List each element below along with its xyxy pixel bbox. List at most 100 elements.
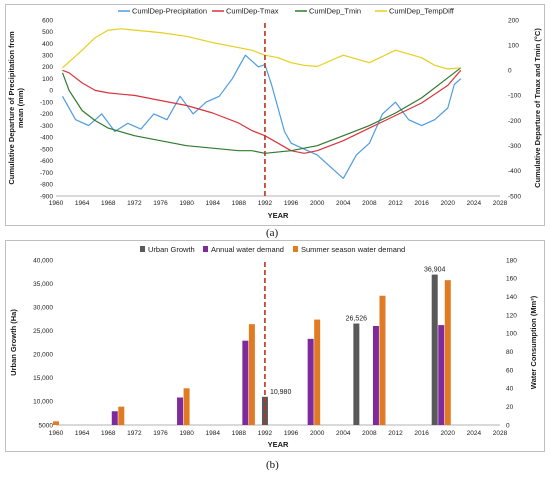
x-tick-label: 1960: [49, 200, 64, 207]
bar-summer-water-demand: [314, 319, 321, 425]
x-tick-label: 1960: [49, 430, 64, 437]
y-tick-label: -800: [40, 182, 53, 189]
y-tick-label: 30,000: [33, 304, 53, 311]
y2-axis-title: Water Consumption (Mm³): [529, 295, 538, 389]
bar-summer-water-demand: [379, 295, 386, 425]
y2-tick-label: 100: [508, 42, 519, 49]
bar-annual-water-demand: [307, 338, 314, 425]
x-tick-label: 1992: [258, 430, 273, 437]
x-tick-label: 1984: [205, 200, 220, 207]
bar-summer-water-demand: [183, 388, 190, 425]
y2-tick-label: 100: [506, 331, 517, 338]
bar-annual-water-demand: [372, 326, 379, 425]
y-tick-label: -200: [40, 111, 53, 118]
y-tick-label: 400: [42, 41, 53, 48]
chart-frame-b: [5, 240, 545, 452]
x-tick-label: 1980: [179, 430, 194, 437]
y-axis-title: Cumulative Departure of Precipitation fr…: [7, 31, 16, 185]
x-tick-label: 2020: [441, 200, 456, 207]
y-tick-label: -700: [40, 170, 53, 177]
x-axis-title: YEAR: [268, 440, 289, 449]
x-tick-label: 2024: [467, 200, 482, 207]
x-tick-label: 1968: [101, 430, 116, 437]
y2-tick-label: -200: [508, 118, 521, 125]
y2-tick-label: 0: [506, 422, 510, 429]
bar-annual-water-demand: [242, 340, 249, 425]
x-tick-label: 1972: [127, 200, 142, 207]
x-tick-label: 2016: [414, 200, 429, 207]
x-tick-label: 1968: [101, 200, 116, 207]
x-tick-label: 2008: [362, 430, 377, 437]
y-tick-label: 100: [42, 76, 53, 83]
caption-a: (a): [266, 227, 279, 239]
x-tick-label: 2000: [310, 200, 325, 207]
y-tick-label: 15,000: [33, 375, 53, 382]
y2-tick-label: 200: [508, 17, 519, 24]
x-tick-label: 1976: [153, 430, 168, 437]
bar-data-label: 26,526: [346, 316, 368, 323]
x-tick-label: 2004: [336, 430, 351, 437]
y-tick-label: 40,000: [33, 257, 53, 264]
y2-tick-label: 140: [506, 294, 517, 301]
y-tick-label: 5000: [39, 422, 54, 429]
y-tick-label: 35,000: [33, 281, 53, 288]
y2-tick-label: -400: [508, 168, 521, 175]
y-tick-label: -300: [40, 123, 53, 130]
y2-tick-label: -300: [508, 143, 521, 150]
legend-label: Summer season water demand: [301, 245, 405, 254]
series-line-precip: [61, 54, 462, 179]
chart-frame-a: [5, 4, 545, 226]
x-tick-label: 1964: [75, 430, 90, 437]
y2-tick-label: 0: [508, 68, 512, 75]
chart-panel-b: Urban Growth Annual water demand Summer se…: [0, 240, 550, 453]
bar-data-label: 36,904: [424, 267, 446, 274]
x-tick-label: 1976: [153, 200, 168, 207]
legend-label: CumlDep_TempDiff: [389, 7, 455, 16]
x-axis-title: YEAR: [268, 211, 289, 220]
x-tick-label: 2004: [336, 200, 351, 207]
legend-label: CumlDep-Precipitation: [132, 7, 207, 16]
y-tick-label: 600: [42, 17, 53, 24]
bar-summer-water-demand: [53, 421, 59, 425]
legend-label: CumlDep_Tmin: [309, 7, 361, 16]
legend-swatch: [293, 246, 298, 252]
x-tick-label: 1996: [284, 430, 299, 437]
chart-a-svg: CumlDep-Precipitation CumlDep-Tmax CumlDep…: [7, 7, 542, 221]
x-tick-label: 1984: [205, 430, 220, 437]
y2-tick-label: -500: [508, 193, 521, 200]
x-tick-label: 1964: [75, 200, 90, 207]
x-tick-label: 1988: [232, 200, 247, 207]
y-axis-title-line2: mean (mm): [16, 87, 25, 128]
x-tick-label: 2008: [362, 200, 377, 207]
x-tick-label: 2000: [310, 430, 325, 437]
bar-urban-growth: [353, 323, 360, 425]
bar-urban-growth: [431, 274, 438, 425]
x-tick-label: 2012: [388, 200, 403, 207]
y-tick-label: 0: [49, 88, 53, 95]
x-tick-label: 2012: [388, 430, 403, 437]
bar-annual-water-demand: [438, 325, 445, 425]
y-tick-label: 20,000: [33, 352, 53, 359]
y-tick-label: 10,000: [33, 399, 53, 406]
y-tick-label: -500: [40, 146, 53, 153]
x-tick-label: 2028: [493, 200, 508, 207]
y2-tick-label: 60: [506, 367, 514, 374]
bar-annual-water-demand: [177, 397, 184, 425]
y-tick-label: 200: [42, 64, 53, 71]
y-axis-title: Urban Growth (Ha): [9, 309, 18, 376]
x-tick-label: 1972: [127, 430, 142, 437]
x-tick-label: 2024: [467, 430, 482, 437]
chart-b-svg: Urban Growth Annual water demand Summer se…: [9, 245, 538, 449]
bar-summer-water-demand: [248, 324, 255, 425]
legend-label: Annual water demand: [211, 245, 284, 254]
legend-label: Urban Growth: [148, 245, 195, 254]
y-tick-label: -600: [40, 158, 53, 165]
y2-tick-label: 20: [506, 404, 514, 411]
legend-swatch: [203, 246, 208, 252]
x-tick-label: 2028: [493, 430, 508, 437]
y-tick-label: 500: [42, 29, 53, 36]
y2-tick-label: 80: [506, 349, 514, 356]
x-tick-label: 1996: [284, 200, 299, 207]
series-line-tmin: [61, 67, 462, 154]
y2-tick-label: -100: [508, 93, 521, 100]
